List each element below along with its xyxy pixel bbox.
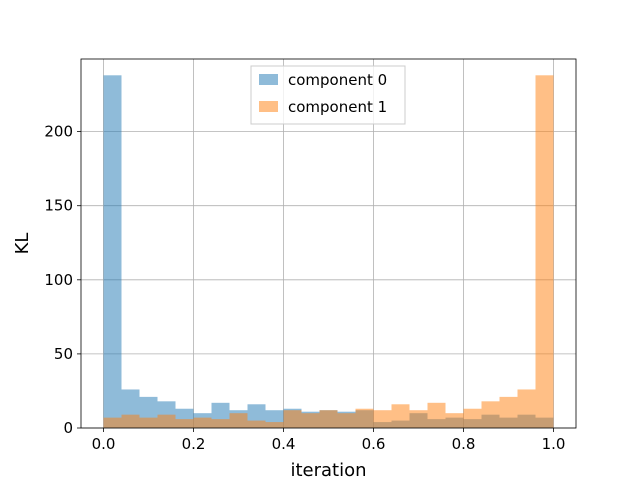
bar-component-1-bin-4	[175, 419, 194, 428]
x-tick-label-1: 0.2	[182, 435, 206, 453]
legend: component 0 component 1	[250, 65, 406, 125]
bar-component-1-bin-8	[247, 420, 266, 428]
bar-component-1-bin-12	[319, 410, 338, 428]
bar-component-1-bin-0	[103, 417, 122, 428]
axis-ticks: 0.0 0.2 0.4 0.6 0.8 1.0 0 50 100 150 200	[44, 123, 565, 453]
x-tick-label-0: 0.0	[92, 435, 116, 453]
y-axis-label: KL	[12, 233, 33, 255]
bar-component-1-bin-1	[121, 414, 140, 428]
bar-component-1-bin-17	[409, 410, 428, 428]
legend-label-component-0: component 0	[288, 71, 387, 89]
bar-component-1-bin-21	[481, 401, 500, 428]
bar-component-1-bin-2	[139, 417, 158, 428]
bar-component-0-bin-0	[103, 75, 122, 428]
bar-component-1-bin-3	[157, 414, 176, 428]
bar-component-1-bin-7	[229, 413, 248, 428]
legend-swatch-component-1	[259, 101, 278, 112]
bar-component-1-bin-16	[391, 404, 410, 428]
bar-component-1-bin-6	[211, 419, 230, 428]
bar-component-1-bin-19	[445, 413, 464, 428]
y-tick-label-3: 150	[44, 197, 73, 215]
bar-component-1-bin-5	[193, 417, 212, 428]
bar-component-1-bin-15	[373, 410, 392, 428]
legend-label-component-1: component 1	[288, 98, 387, 116]
bar-component-1-bin-13	[337, 413, 356, 428]
bar-component-1-bin-23	[517, 389, 536, 428]
bar-component-1-bin-22	[499, 396, 518, 428]
bar-component-1-bin-11	[301, 413, 320, 428]
x-tick-label-3: 0.6	[362, 435, 386, 453]
bar-component-1-bin-14	[355, 408, 374, 428]
y-tick-label-1: 50	[54, 345, 73, 363]
bars	[103, 75, 554, 428]
y-tick-label-4: 200	[44, 123, 73, 141]
bar-component-1-bin-24	[535, 75, 554, 428]
x-tick-label-2: 0.4	[272, 435, 296, 453]
legend-swatch-component-0	[259, 74, 278, 85]
x-tick-label-5: 1.0	[542, 435, 566, 453]
plot-frame	[80, 58, 577, 429]
bar-component-1-bin-10	[283, 410, 302, 428]
bar-component-1-bin-20	[463, 408, 482, 428]
bar-component-1-bin-9	[265, 422, 284, 428]
bar-component-1-bin-18	[427, 402, 446, 428]
x-axis-label: iteration	[290, 460, 366, 480]
y-tick-label-0: 0	[63, 419, 73, 437]
y-tick-label-2: 100	[44, 271, 73, 289]
x-tick-label-4: 0.8	[452, 435, 476, 453]
